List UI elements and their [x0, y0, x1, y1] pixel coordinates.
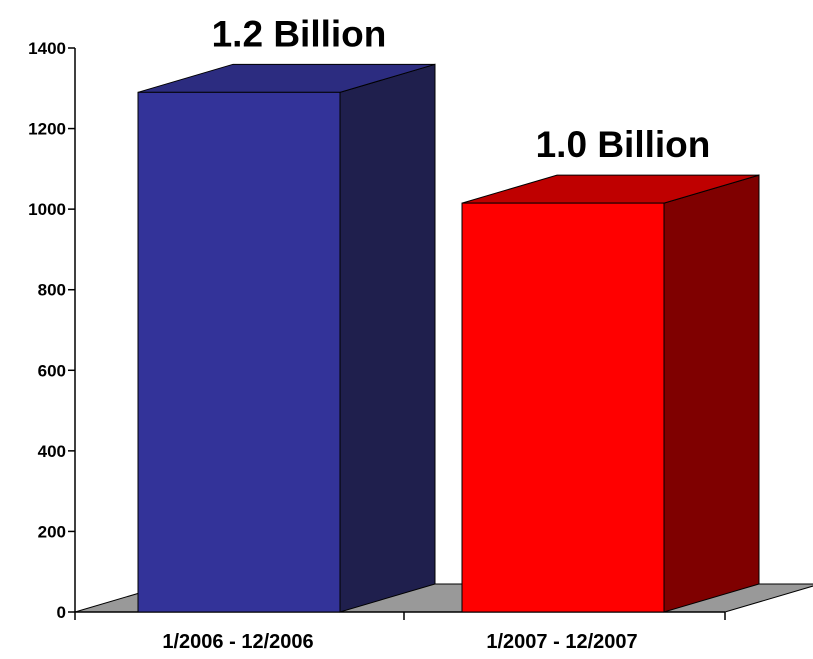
y-tick-label: 800: [38, 281, 66, 300]
data-label: 1.2 Billion: [212, 13, 387, 54]
bar-side-face: [663, 174, 760, 613]
x-tick-label: 1/2007 - 12/2007: [486, 631, 637, 653]
x-tick-label: 1/2006 - 12/2006: [162, 631, 313, 653]
y-tick-label: 0: [57, 603, 66, 622]
bar-group-2: [461, 174, 760, 613]
bar-group-1: [137, 63, 436, 613]
bars-layer: [137, 63, 760, 613]
y-tick-label: 1400: [28, 39, 66, 58]
bar-side-face: [339, 63, 436, 613]
y-tick-label: 200: [38, 522, 66, 541]
y-tick-label: 400: [38, 442, 66, 461]
y-tick-label: 1200: [28, 120, 66, 139]
y-tick-label: 600: [38, 361, 66, 380]
y-axis: 0 200 400 600 800 1000 1200 1400: [28, 39, 726, 622]
y-tick-label: 1000: [28, 200, 66, 219]
data-label: 1.0 Billion: [536, 124, 711, 165]
bar: [461, 202, 665, 613]
labels-layer: 1.2 Billion 1/2006 - 12/2006 1.0 Billion 1/…: [162, 13, 710, 653]
bar: [137, 91, 341, 613]
